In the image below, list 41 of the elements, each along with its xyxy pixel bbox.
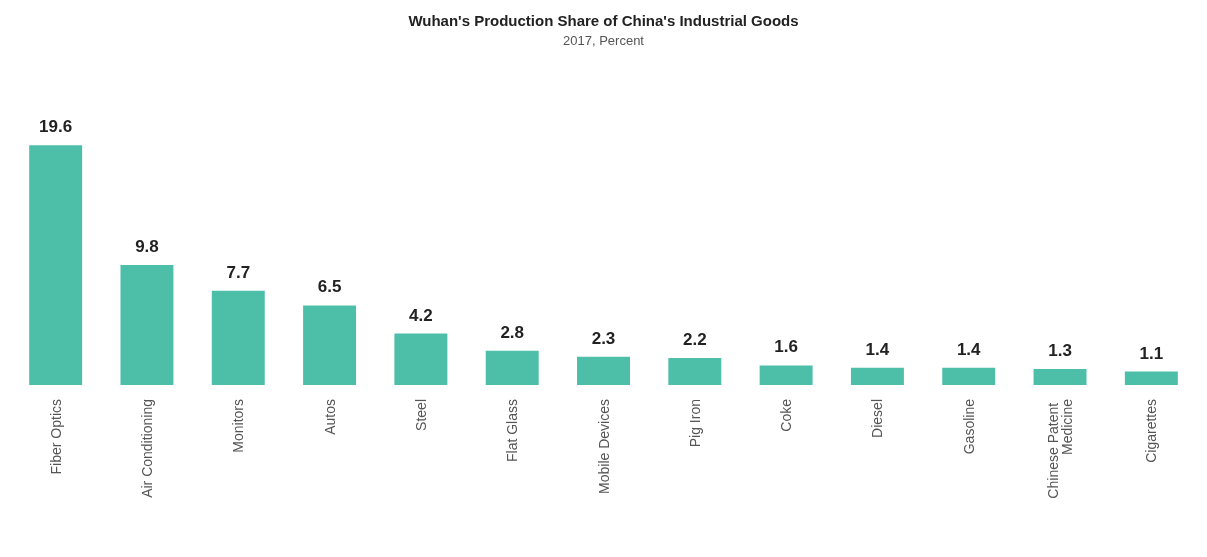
x-tick-label: Mobile Devices	[595, 399, 612, 494]
x-tick-label: Diesel	[869, 399, 886, 438]
x-tick-label: Gasoline	[960, 398, 977, 455]
bar	[850, 367, 904, 385]
x-tick-label: Fiber Optics	[47, 399, 64, 475]
data-label: 1.6	[774, 337, 798, 357]
x-tick-label: Coke	[778, 398, 795, 432]
x-tick-label: Pig Iron	[686, 399, 703, 448]
bar	[120, 265, 174, 385]
bar	[485, 350, 539, 385]
data-label: 9.8	[135, 237, 159, 257]
data-label: 1.4	[865, 339, 890, 359]
data-label: 4.2	[409, 305, 433, 325]
chart-subtitle: 2017, Percent	[563, 33, 645, 48]
chart-title: Wuhan's Production Share of China's Industrial Goods	[408, 12, 799, 29]
bar	[303, 305, 357, 385]
data-label: 1.1	[1139, 343, 1164, 363]
bar	[29, 145, 83, 385]
data-label: 6.5	[317, 277, 342, 297]
bar	[759, 365, 813, 385]
x-tick-label: Autos	[321, 399, 338, 435]
data-label: 2.3	[591, 328, 616, 348]
data-label: 1.4	[956, 339, 982, 359]
bar	[1124, 371, 1178, 385]
bar	[942, 367, 996, 385]
data-label: 19.6	[39, 117, 73, 137]
bar	[668, 358, 722, 385]
x-tick-label: Air Conditioning	[138, 399, 155, 498]
bar	[1033, 369, 1087, 385]
x-tick-label: Cigarettes	[1143, 399, 1160, 463]
x-tick-label: Monitors	[230, 399, 247, 453]
bar	[394, 333, 448, 385]
x-tick-label: Flat Glass	[504, 399, 521, 463]
data-label: 1.3	[1048, 341, 1072, 361]
x-tick-label: Chinese Patent Medicine	[1045, 398, 1076, 499]
x-tick-label: Steel	[412, 399, 429, 431]
data-label: 7.7	[226, 262, 251, 282]
data-label: 2.8	[500, 322, 525, 342]
bar	[211, 290, 265, 385]
data-label: 2.2	[682, 330, 707, 350]
bar	[577, 356, 630, 385]
